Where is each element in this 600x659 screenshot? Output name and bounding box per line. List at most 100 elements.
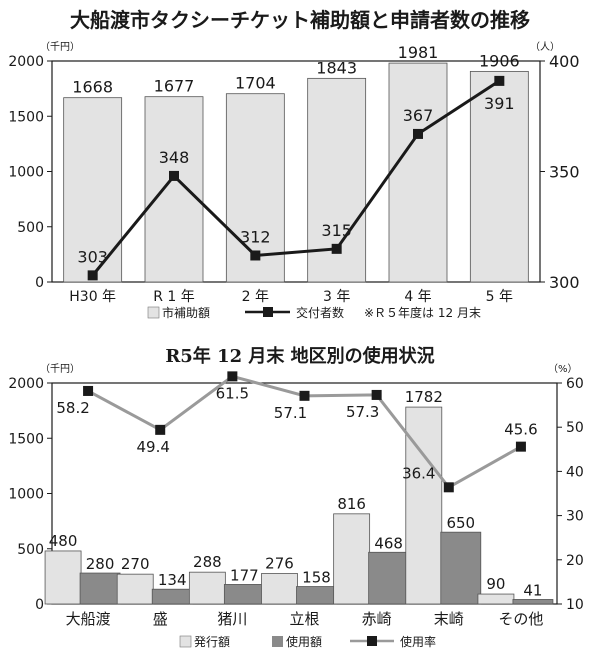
bar-subsidy-label: 1843 [316,58,357,77]
legend-label-usage-rate: 使用率 [400,634,436,649]
left-axis-tick-label: 0 [35,597,44,613]
line-applicants-label: 348 [159,148,190,167]
bar-issued-label: 270 [121,555,150,573]
bar-issued-label: 276 [265,555,294,573]
bar-issued [477,593,515,605]
bar-used-label: 158 [302,569,331,587]
legend-label-subsidy: 市補助額 [162,305,210,320]
x-tick-label: R 1 年 [153,289,195,305]
left-axis-tick-label: 2000 [8,54,44,70]
bar-subsidy [388,62,448,283]
line-applicants-marker [169,170,179,181]
line-applicants-marker [413,128,423,139]
line-usage-rate-label: 49.4 [137,438,170,456]
bar-issued-label: 816 [337,495,366,513]
bar-used [79,572,121,605]
left-axis-tick-label: 500 [17,542,44,558]
x-tick-label: 立根 [289,610,319,628]
line-usage-rate-marker [443,482,454,493]
line-usage-rate-label: 57.3 [346,403,379,421]
right-axis-tick-label: 400 [549,52,580,71]
bar-subsidy-label: 1668 [72,78,113,97]
x-tick-label: 盛 [153,610,168,628]
bar-issued-label: 288 [193,553,222,571]
x-tick-label: 大船渡 [66,610,111,628]
legend-note: ※Ｒ５年度は 12 月末 [364,305,481,320]
x-tick-label: 3 年 [323,289,350,305]
right-axis-tick-label: 350 [549,163,580,182]
left-axis-tick-label: 1500 [8,109,44,125]
line-applicants-label: 312 [240,227,271,246]
x-tick-label: H30 年 [69,289,116,305]
x-tick-label: 5 年 [486,289,513,305]
bar-issued [44,550,82,605]
chart-2-title: R5年 12 月末 地区別の使用状況 [165,346,435,367]
right-axis-unit: （%） [548,363,578,375]
bar-subsidy-label: 1981 [398,43,439,62]
left-axis-unit: （千円） [40,41,80,53]
line-usage-rate-label: 57.1 [274,404,307,422]
x-tick-label: 猪川 [217,610,247,628]
line-usage-rate-label: 36.4 [402,464,435,482]
legend-swatch-subsidy [147,306,160,319]
line-usage-rate-marker [83,385,94,396]
bar-used [296,586,337,605]
line-usage-rate-marker [227,371,238,382]
bar-used-label: 41 [523,581,542,599]
line-applicants-label: 303 [77,247,108,266]
right-axis-tick-label: 300 [549,273,580,292]
bar-issued [333,513,371,605]
bar-used-label: 280 [86,555,115,573]
bar-issued-label: 90 [486,575,505,593]
line-usage-rate-label: 45.6 [504,421,537,439]
line-applicants-marker [250,250,261,261]
right-axis-tick-label: 30 [566,509,584,525]
bar-subsidy-label: 1704 [235,74,276,93]
right-axis-unit: （人） [530,41,560,53]
bar-used-label: 177 [230,566,259,584]
line-usage-rate-label: 61.5 [216,384,249,402]
left-axis-unit: （千円） [40,363,80,375]
x-tick-label: 2 年 [242,289,269,305]
left-axis-tick-label: 1500 [8,431,44,447]
line-usage-rate-marker [299,390,310,401]
left-axis-tick-label: 500 [17,220,44,236]
bar-issued [188,571,226,605]
bar-issued-label: 1782 [405,388,443,406]
bar-used-label: 650 [446,514,475,532]
x-tick-label: 赤崎 [362,610,392,628]
legend-label-applicants: 交付者数 [296,305,344,320]
line-applicants-label: 367 [403,106,434,125]
bar-used [368,551,410,605]
right-axis-tick-label: 40 [566,464,584,480]
bar-used [223,584,265,605]
line-usage-rate-label: 58.2 [56,399,89,417]
line-applicants-label: 315 [321,221,352,240]
bar-used [440,531,482,605]
bar-issued [405,406,443,605]
bar-subsidy [469,70,529,283]
bar-used-label: 468 [374,534,403,552]
right-axis-tick-label: 10 [566,597,584,613]
line-usage-rate-marker [515,441,526,452]
legend-swatch-applicants-marker [263,307,273,317]
legend-swatch-used [272,636,283,647]
left-axis-tick-label: 0 [35,275,44,291]
chart-1-title: 大船渡市タクシーチケット補助額と申請者数の推移 [70,8,530,32]
bar-issued [116,573,154,605]
legend-swatch-usage-rate-marker [367,636,377,646]
legend-label-used: 使用額 [286,634,322,649]
left-axis-tick-label: 1000 [8,487,44,503]
x-tick-label: 末崎 [434,610,464,628]
bar-subsidy [144,96,204,283]
left-axis-tick-label: 2000 [8,376,44,392]
bar-issued-label: 480 [49,532,78,550]
legend-label-issued: 発行額 [194,635,230,649]
bar-used [151,588,193,605]
line-applicants-marker [494,75,505,86]
line-applicants-label: 391 [484,94,515,113]
x-tick-label: その他 [498,610,543,628]
line-applicants [91,79,501,277]
line-usage-rate-marker [371,389,382,400]
